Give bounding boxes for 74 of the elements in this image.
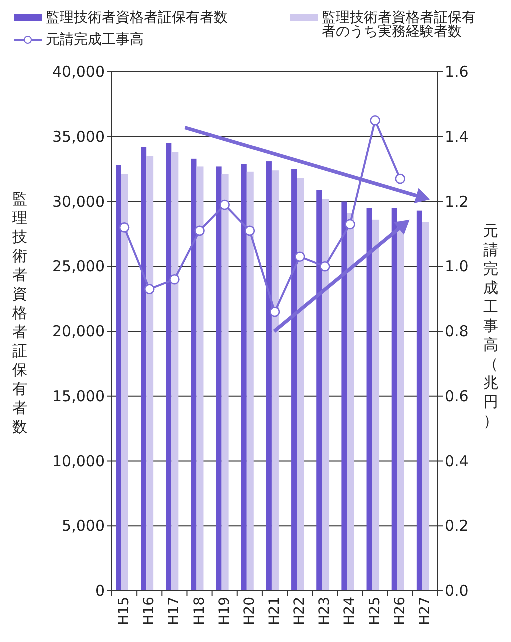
y-tick-label: 15,000 [52,387,105,406]
point [320,261,330,272]
bar [366,208,372,591]
bar [141,147,147,591]
y-tick-label: 20,000 [52,322,105,340]
bar [246,172,254,591]
bar [266,162,272,591]
x-tick-label: H22 [292,597,308,626]
y2-tick-label: 0.0 [445,582,469,600]
legend-label: 監理技術者資格者証保有者数 [46,10,228,26]
text: 元請完成工事高（兆円） [484,222,498,430]
legend-label: 元請完成工事高 [46,32,144,48]
bar [397,221,404,591]
point [395,174,406,184]
bar [146,156,154,591]
point [144,284,155,294]
x-tick-label: H26 [392,596,408,626]
bar [191,158,197,591]
x-tick-label: H27 [417,597,434,626]
legend-label: 監理技術者資格者証保有者のうち実務経験者数 [322,10,476,40]
y-tick-label: 40,000 [52,63,105,81]
bar [322,199,330,591]
bar [172,152,179,591]
bar [272,170,279,591]
bar [196,166,204,591]
x-tick-label: H20 [242,597,258,626]
y2-tick-label: 0.2 [445,517,469,536]
bar [216,166,222,591]
point [194,226,205,236]
bar [372,220,380,591]
x-tick-label: H18 [192,597,208,626]
point [119,222,130,233]
point [370,116,380,126]
bar [316,190,322,591]
x-tick-label: H24 [342,596,358,626]
y-tick-label: 25,000 [52,258,105,276]
y2-tick-label: 1.6 [445,63,469,81]
x-tick-label: H17 [166,597,183,626]
bar [416,210,422,591]
bar [347,213,354,591]
point [345,219,356,230]
point [220,200,230,210]
y-tick-label: 30,000 [52,192,105,211]
x-tick-label: H15 [116,597,133,626]
y2-tick-label: 0.6 [445,387,469,406]
y2-tick-label: 1.0 [445,258,469,276]
x-tick-label: H16 [142,596,158,626]
bar [292,169,298,591]
y-tick-label: 5,000 [62,517,105,536]
point [244,226,256,236]
y2-tick-label: 1.2 [445,192,469,211]
y2-tick-label: 0.4 [445,452,469,470]
bar [342,202,348,591]
x-tick-label: H21 [267,597,283,626]
y-tick-label: 10,000 [52,452,105,470]
text: 監理技術者資格者証保有者数 [12,190,28,436]
bar [241,164,247,591]
bar [116,165,122,591]
bar [392,208,398,591]
bar [222,174,229,591]
x-tick-label: H23 [317,597,334,626]
y-tick-label: 35,000 [52,128,105,146]
point [270,306,280,318]
y-tick-label: 0 [95,582,105,600]
bar [297,178,304,591]
y2-tick-label: 0.8 [445,322,469,340]
bar [122,174,128,591]
x-tick-label: H25 [367,597,384,626]
point [170,274,180,285]
point [294,252,306,262]
bar [422,222,430,591]
y2-tick-label: 1.4 [445,128,469,146]
bar [166,143,172,591]
x-tick-label: H19 [216,597,233,626]
